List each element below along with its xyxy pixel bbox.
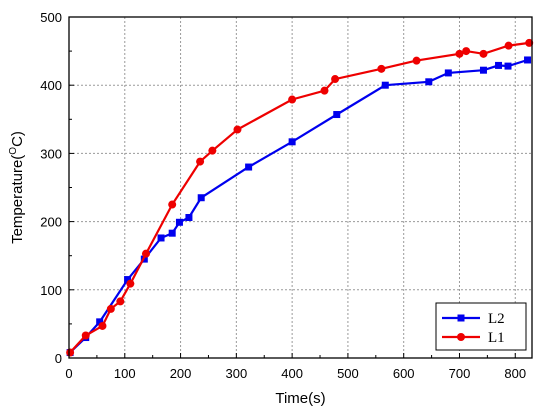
data-point (479, 49, 488, 58)
data-point (98, 321, 107, 330)
y-tick-label: 300 (40, 146, 62, 161)
y-tick-label: 100 (40, 283, 62, 298)
grid-lines (69, 17, 532, 358)
data-point (331, 75, 340, 84)
x-tick-label: 800 (504, 366, 526, 381)
x-tick-label: 700 (449, 366, 471, 381)
y-axis-label-main: Temperature( (9, 155, 26, 244)
x-axis-label: Time(s) (275, 390, 325, 407)
data-point (320, 86, 329, 95)
legend-item-l1: L1 (442, 330, 505, 346)
x-tick-label: 0 (65, 366, 72, 381)
x-tick-label: 100 (114, 366, 136, 381)
y-axis-label-unit: C) (9, 131, 26, 147)
data-point (462, 47, 471, 56)
data-point (126, 279, 135, 288)
data-point (168, 229, 176, 237)
data-point (381, 81, 389, 89)
series-l2 (66, 56, 532, 357)
legend-marker (457, 314, 465, 322)
data-point (288, 95, 297, 104)
data-point (425, 78, 433, 86)
data-point (525, 38, 534, 47)
data-point (66, 348, 75, 357)
y-tick-label: 400 (40, 78, 62, 93)
legend-label: L1 (488, 330, 505, 346)
data-point (196, 157, 205, 166)
data-point (185, 214, 193, 222)
data-point (168, 200, 177, 209)
data-point (504, 41, 513, 50)
x-tick-label: 600 (393, 366, 415, 381)
data-point (208, 146, 217, 155)
x-tick-label: 300 (225, 366, 247, 381)
data-point (245, 163, 253, 171)
data-point (495, 61, 503, 69)
data-point (96, 318, 104, 326)
data-point (124, 276, 132, 284)
y-tick-label: 200 (40, 215, 62, 230)
data-point (412, 56, 421, 65)
y-tick-label: 500 (40, 10, 62, 25)
data-point (157, 234, 165, 242)
data-point (504, 62, 512, 70)
x-tick-label: 400 (281, 366, 303, 381)
legend-box (435, 302, 527, 351)
data-point (333, 111, 341, 119)
data-point (444, 69, 452, 77)
data-point (479, 66, 487, 74)
x-tick-label: 500 (337, 366, 359, 381)
data-point (455, 49, 464, 58)
y-axis-label-superscript: O (8, 147, 19, 155)
series-layer (66, 38, 534, 357)
data-point (288, 138, 296, 146)
data-point (116, 297, 125, 306)
legend-label: L2 (488, 311, 505, 327)
legend-marker (457, 333, 465, 341)
data-point (197, 194, 205, 202)
data-point (524, 56, 532, 64)
y-axis-label: Temperature(OC) (8, 131, 26, 244)
y-tick-label: 0 (55, 351, 62, 366)
x-tick-label: 200 (170, 366, 192, 381)
axis-ticks: 0 100 200 300 400 500 600 700 800 0 100 200 300 400 50… (40, 10, 526, 381)
data-point (233, 125, 242, 134)
data-point (141, 249, 150, 258)
series-l1 (66, 38, 534, 357)
data-point (175, 218, 183, 226)
data-point (106, 304, 115, 313)
data-point (81, 331, 90, 340)
data-point (377, 64, 386, 73)
legend-item-l2: L2 (442, 311, 505, 327)
